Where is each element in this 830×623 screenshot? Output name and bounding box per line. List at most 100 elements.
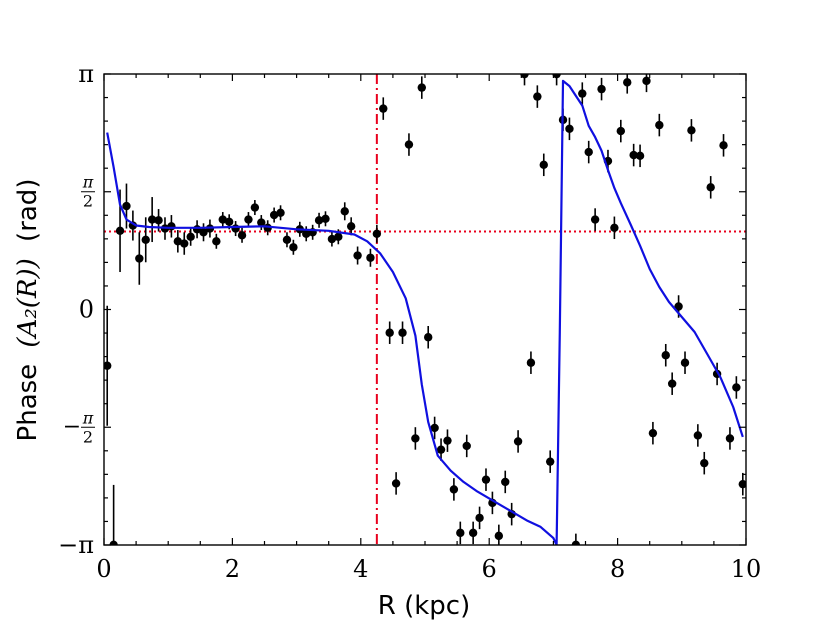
data-point [199, 228, 208, 237]
data-point [738, 479, 746, 489]
data-point [250, 203, 260, 212]
data-point [443, 436, 452, 445]
data-point [674, 302, 683, 311]
data-point [494, 531, 504, 541]
data-point [578, 89, 587, 98]
data-point [173, 237, 183, 246]
data-point [655, 120, 664, 130]
data-point [372, 229, 382, 238]
data-point [417, 83, 426, 92]
y-axis-label: Phase (A₂(R)) (rad) [13, 179, 43, 442]
data-point [257, 218, 266, 227]
data-point [725, 434, 735, 443]
data-point [147, 215, 157, 224]
data-point [212, 237, 221, 246]
y-tick-label: 0 [79, 296, 94, 324]
data-point [456, 528, 465, 538]
data-point [366, 253, 375, 262]
data-point [385, 328, 394, 337]
plot-content [104, 74, 746, 545]
data-point [314, 216, 324, 225]
data-point [475, 513, 484, 523]
data-point [719, 141, 728, 150]
data-point [282, 235, 292, 244]
data-point [411, 434, 420, 443]
x-tick-label: 8 [610, 555, 625, 583]
data-point [186, 232, 195, 241]
data-point [635, 151, 645, 161]
data-point [642, 76, 651, 86]
data-point [706, 183, 715, 192]
y-tick-label-minus: − [63, 414, 81, 439]
y-axis-label-math: (A₂(R)) [13, 258, 43, 347]
data-point [616, 126, 626, 136]
data-point [180, 239, 189, 248]
data-point [104, 361, 112, 370]
data-point [302, 229, 311, 238]
data-point [269, 210, 279, 220]
data-point [424, 333, 433, 342]
data-point [122, 201, 131, 211]
y-tick-label-denominator: 2 [83, 427, 93, 446]
data-point [289, 243, 298, 252]
data-point [391, 479, 401, 488]
data-point [327, 234, 337, 244]
y-axis-label-suffix: (rad) [13, 179, 43, 242]
x-tick-label: 0 [96, 555, 111, 583]
x-tick-label: 4 [353, 555, 368, 583]
data-point [700, 458, 709, 468]
data-point [237, 231, 247, 240]
y-tick-label: −π [58, 531, 94, 559]
y-tick-label-numerator: π [82, 173, 94, 192]
data-point [321, 214, 330, 223]
data-point [462, 441, 471, 451]
data-point [218, 215, 227, 224]
data-point [501, 477, 510, 487]
data-point [623, 78, 632, 87]
data-point [680, 358, 690, 367]
data-point [449, 485, 459, 494]
x-tick-label: 10 [731, 555, 762, 583]
x-tick-label: 6 [482, 555, 497, 583]
data-point [520, 74, 529, 79]
data-point [732, 383, 741, 392]
model-line [106, 79, 744, 545]
data-point [687, 126, 696, 135]
data-point [346, 222, 356, 231]
y-tick-label: − π2 [63, 408, 95, 446]
data-point [693, 431, 703, 440]
data-point [565, 124, 574, 134]
data-point [167, 222, 176, 231]
data-point [661, 351, 670, 360]
y-axis-label-prefix: Phase [13, 364, 43, 442]
data-point [115, 226, 125, 235]
data-point [135, 254, 144, 263]
data-point [276, 208, 285, 217]
data-point [404, 140, 414, 149]
data-point [398, 328, 407, 337]
data-point [379, 104, 388, 113]
data-point [629, 150, 638, 160]
data-point [610, 223, 619, 232]
y-tick-label-denominator: 2 [83, 192, 93, 211]
data-point [667, 379, 677, 388]
data-point [584, 147, 593, 157]
data-point [340, 207, 349, 216]
data-point [533, 92, 542, 101]
plot-area [104, 74, 746, 545]
data-point [590, 215, 600, 224]
data-point [545, 457, 555, 466]
data-point [436, 445, 446, 454]
x-tick-label: 2 [225, 555, 240, 583]
data-point [597, 84, 606, 94]
data-point [231, 224, 240, 233]
data-point [481, 475, 491, 484]
data-point [526, 358, 536, 367]
data-point [430, 423, 439, 433]
y-tick-label: π [78, 60, 94, 88]
data-point [224, 217, 234, 226]
data-point [468, 528, 478, 538]
data-point [353, 251, 362, 260]
